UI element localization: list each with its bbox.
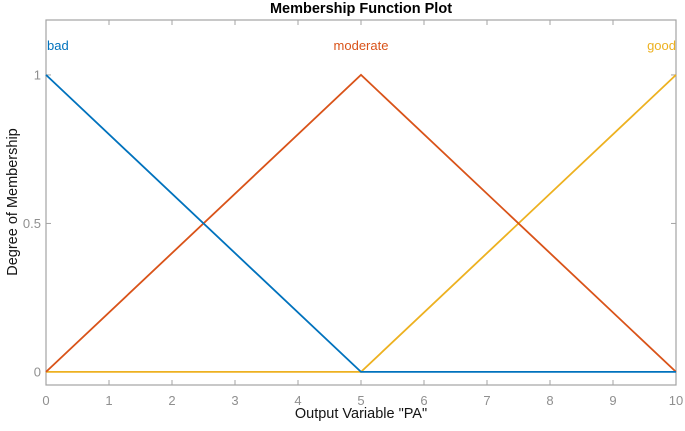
series-line-bad bbox=[45, 74, 676, 373]
series-label-moderate: moderate bbox=[333, 38, 389, 53]
x-axis-label: Output Variable "PA" bbox=[294, 406, 428, 422]
x-tick-label: 0 bbox=[42, 393, 49, 408]
x-tick-label: 2 bbox=[168, 393, 175, 408]
x-tick-label: 3 bbox=[231, 393, 238, 408]
x-tick-label: 4 bbox=[294, 393, 301, 408]
y-tick-label: 0.5 bbox=[23, 216, 41, 231]
x-tick-label: 10 bbox=[669, 393, 683, 408]
y-tick-label: 1 bbox=[34, 67, 41, 82]
series-label-bad: bad bbox=[47, 38, 69, 53]
x-tick-label: 7 bbox=[483, 393, 490, 408]
x-tick-label: 9 bbox=[609, 393, 616, 408]
chart-title: Membership Function Plot bbox=[269, 1, 453, 17]
x-tick-label: 8 bbox=[546, 393, 553, 408]
series-line-moderate bbox=[45, 73, 677, 373]
series-label-good: good bbox=[647, 38, 676, 53]
x-tick-label: 5 bbox=[357, 393, 364, 408]
x-tick-label: 6 bbox=[420, 393, 427, 408]
y-tick-label: 0 bbox=[34, 364, 41, 379]
x-tick-label: 1 bbox=[105, 393, 112, 408]
series-line-good bbox=[46, 74, 677, 373]
y-axis-label: Degree of Membership bbox=[5, 128, 21, 276]
